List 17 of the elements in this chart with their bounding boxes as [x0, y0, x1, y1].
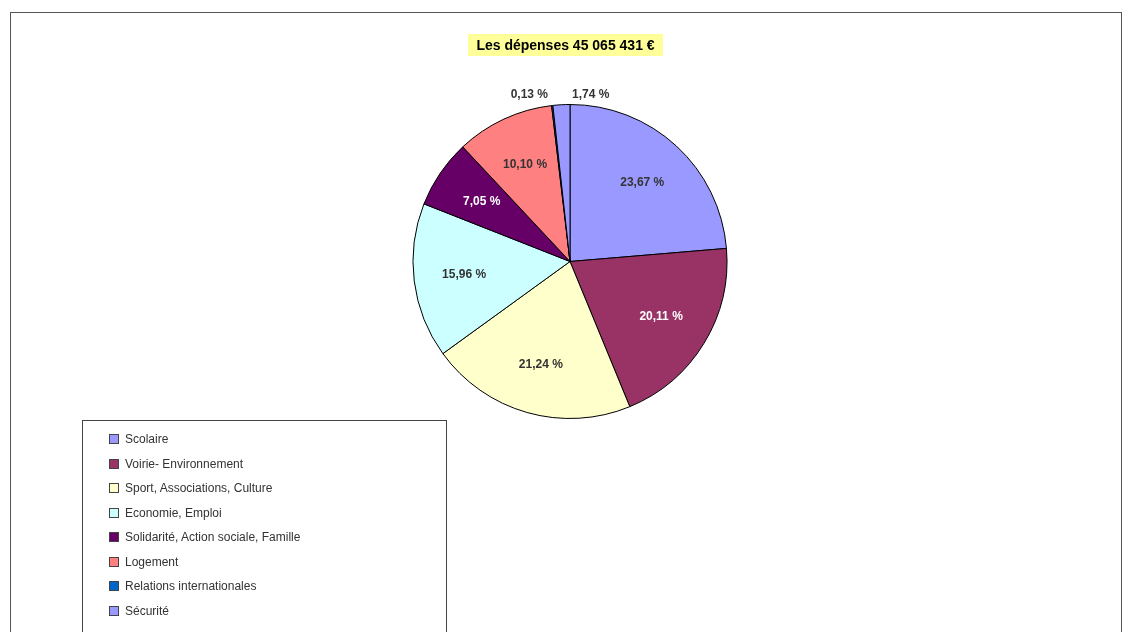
data-label: 23,67 % [620, 175, 665, 190]
legend-label: Sport, Associations, Culture [125, 481, 273, 496]
data-label: 7,05 % [463, 193, 501, 208]
data-label: 15,96 % [442, 267, 487, 282]
legend-label: Scolaire [125, 432, 169, 447]
data-label: 0,13 % [510, 86, 549, 101]
legend-label: Voirie- Environnement [125, 456, 244, 471]
data-label: 1,74 % [572, 86, 610, 101]
data-label: 10,10 % [503, 156, 548, 171]
legend-label: Sécurité [125, 603, 170, 618]
legend-label: Solidarité, Action sociale, Famille [125, 530, 301, 545]
legend-label: Logement [125, 554, 179, 569]
legend-label: Economie, Emploi [125, 505, 222, 520]
chart-title: Les dépenses 45 065 431 € [468, 34, 663, 56]
legend-label: Relations internationales [125, 579, 257, 594]
data-label: 21,24 % [518, 356, 564, 371]
data-label: 20,11 % [639, 309, 684, 324]
